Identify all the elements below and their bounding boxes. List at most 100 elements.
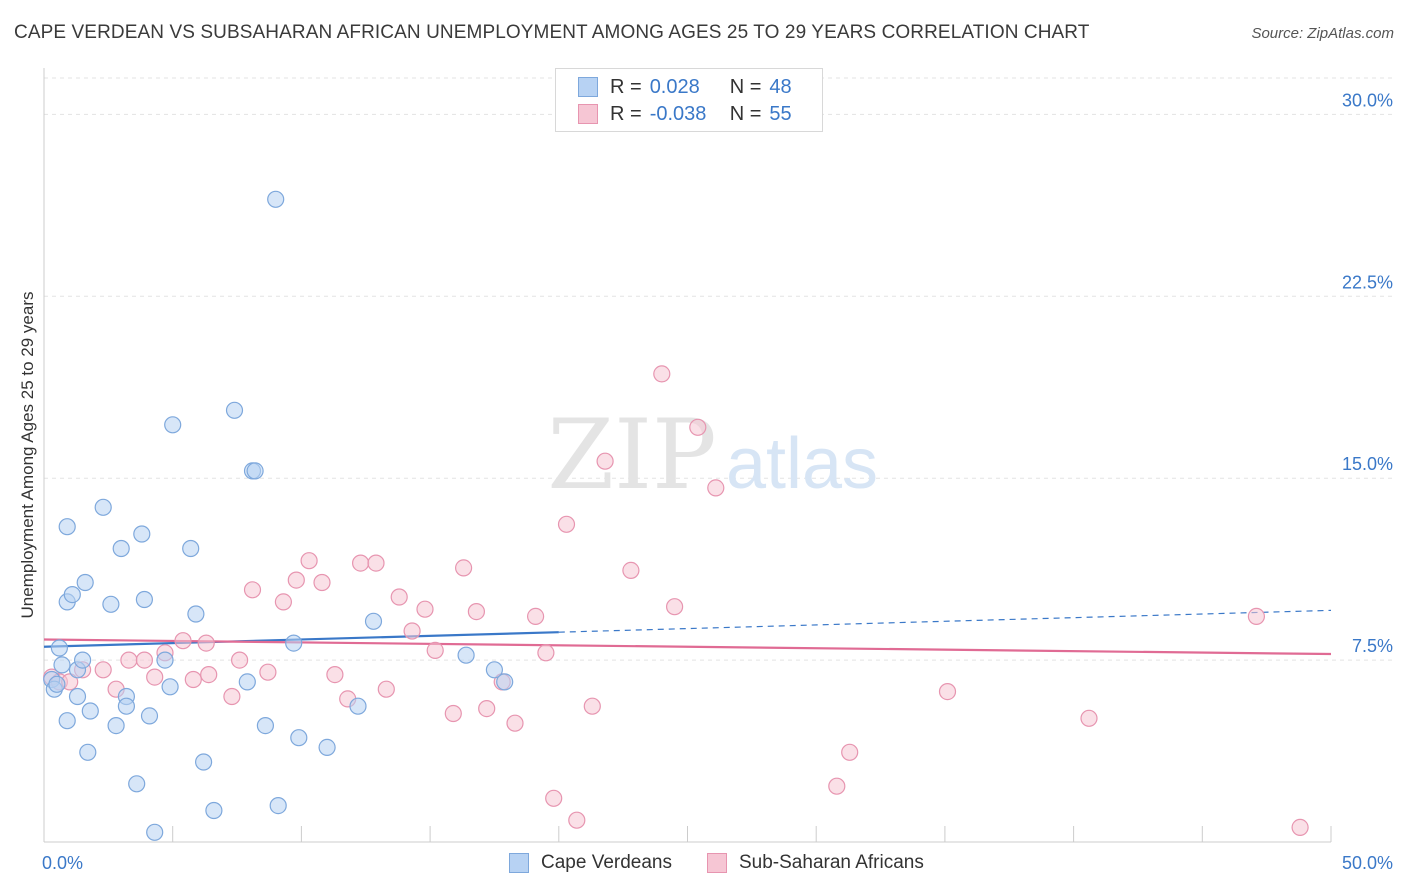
blue-swatch-icon (578, 77, 598, 97)
y-tick-label: 22.5% (1342, 272, 1393, 292)
subsaharan-point (287, 571, 305, 589)
grid-lines (44, 77, 1395, 661)
subsaharan-point (313, 573, 331, 592)
cape-verdean-point (50, 639, 69, 657)
blue-swatch-icon (509, 853, 529, 873)
subsaharan-trend-line (43, 638, 1332, 656)
axes (43, 68, 1332, 843)
cape-verdean-point (146, 823, 164, 841)
cape-verdean-point (133, 525, 151, 543)
y-tick-label: 7.5% (1352, 636, 1393, 656)
y-tick-label: 15.0% (1342, 454, 1393, 474)
subsaharan-point (665, 598, 684, 616)
subsaharan-point (506, 714, 524, 732)
chart-title: CAPE VERDEAN VS SUBSAHARAN AFRICAN UNEMP… (14, 22, 1090, 43)
r-value: -0.038 (649, 102, 707, 125)
cape-verdean-point (485, 661, 503, 679)
subsaharan-point (326, 665, 344, 684)
legend-item-cape-verdeans[interactable]: Cape Verdeans (509, 852, 672, 874)
n-value: 48 (769, 75, 792, 98)
subsaharan-point (444, 704, 462, 723)
cape-verdean-point (79, 743, 97, 761)
subsaharan-point (596, 452, 614, 470)
subsaharan-point (526, 607, 545, 626)
cape-verdean-point (140, 707, 159, 725)
subsaharan-point (568, 811, 586, 829)
watermark: ZIP atlas (547, 399, 878, 511)
subsaharan-point (352, 554, 370, 572)
cape-verdean-point (107, 716, 125, 735)
r-value: 0.028 (649, 75, 700, 98)
subsaharan-point (243, 581, 262, 599)
cape-verdean-point (496, 673, 514, 691)
cape-verdean-point (290, 729, 308, 747)
cape-verdean-point (135, 590, 153, 609)
cape-verdean-point (164, 416, 182, 434)
subsaharan-point (545, 789, 563, 807)
cape-verdean-point (156, 651, 174, 669)
subsaharan-point (537, 644, 555, 662)
n-value: 55 (769, 102, 792, 125)
cape-verdean-point (58, 712, 76, 730)
n-label: N = (729, 75, 762, 98)
tick-labels: 7.5% 15.0% 22.5% 30.0% 0.0% 50.0% (42, 90, 1393, 873)
subsaharan-point (622, 561, 640, 580)
subsaharan-point (938, 682, 957, 701)
watermark-zip: ZIP (547, 399, 716, 511)
subsaharan-point (377, 680, 395, 698)
subsaharan-point (135, 651, 153, 669)
subsaharan-point (403, 622, 421, 640)
subsaharan-point (367, 554, 385, 572)
subsaharan-point (1247, 607, 1266, 626)
subsaharan-point (200, 665, 218, 684)
subsaharan-point (478, 699, 496, 718)
r-label: R = (610, 75, 642, 98)
cape-verdean-trend-extension (558, 609, 1332, 633)
cape-verdean-point (318, 738, 336, 757)
subsaharan-point (455, 559, 473, 577)
y-axis-label: Unemployment Among Ages 25 to 29 years (18, 291, 37, 619)
legend-label: Sub-Saharan Africans (739, 852, 924, 873)
pink-swatch-icon (707, 853, 727, 873)
subsaharan-point (223, 687, 241, 706)
subsaharan-point (174, 632, 192, 650)
legend-row-subsaharan: R = -0.038 N = 55 (578, 102, 792, 126)
cape-verdean-point (246, 462, 264, 480)
x-tick-label: 50.0% (1342, 853, 1393, 873)
subsaharan-point (94, 661, 112, 679)
subsaharan-point (197, 634, 215, 652)
cape-verdean-point (187, 605, 205, 623)
cape-verdean-point (182, 539, 200, 558)
cape-verdean-point (205, 801, 223, 820)
cape-verdean-point (285, 634, 303, 652)
subsaharan-point (274, 593, 292, 611)
cape-verdean-point (76, 573, 94, 592)
subsaharan-point (467, 602, 485, 621)
subsaharan-point (841, 743, 859, 761)
watermark-atlas: atlas (726, 424, 878, 504)
y-tick-label: 30.0% (1342, 90, 1393, 110)
cape-verdean-point (58, 518, 76, 536)
subsaharan-point (416, 600, 434, 618)
cape-verdean-point (53, 656, 71, 674)
r-label: R = (610, 102, 642, 125)
pink-swatch-icon (578, 104, 598, 124)
cape-verdean-point (256, 716, 274, 735)
cape-verdean-point (267, 190, 285, 208)
cape-verdean-point (128, 775, 146, 793)
cape-verdean-point (457, 646, 475, 664)
legend-label: Cape Verdeans (541, 852, 672, 873)
subsaharan-point (828, 777, 846, 795)
cape-verdean-point (102, 595, 120, 613)
cape-verdean-point (349, 697, 367, 715)
chart-source: Source: ZipAtlas.com (1251, 25, 1394, 42)
subsaharan-point (707, 479, 725, 497)
correlation-legend: R = 0.028 N = 48 R = -0.038 N = 55 (555, 68, 823, 132)
subsaharan-point (1291, 818, 1309, 837)
legend-item-subsaharan[interactable]: Sub-Saharan Africans (707, 852, 924, 874)
cape-verdean-point (161, 678, 179, 696)
cape-verdean-point (63, 585, 81, 604)
cape-verdean-point (73, 651, 92, 669)
subsaharan-point (300, 552, 318, 570)
